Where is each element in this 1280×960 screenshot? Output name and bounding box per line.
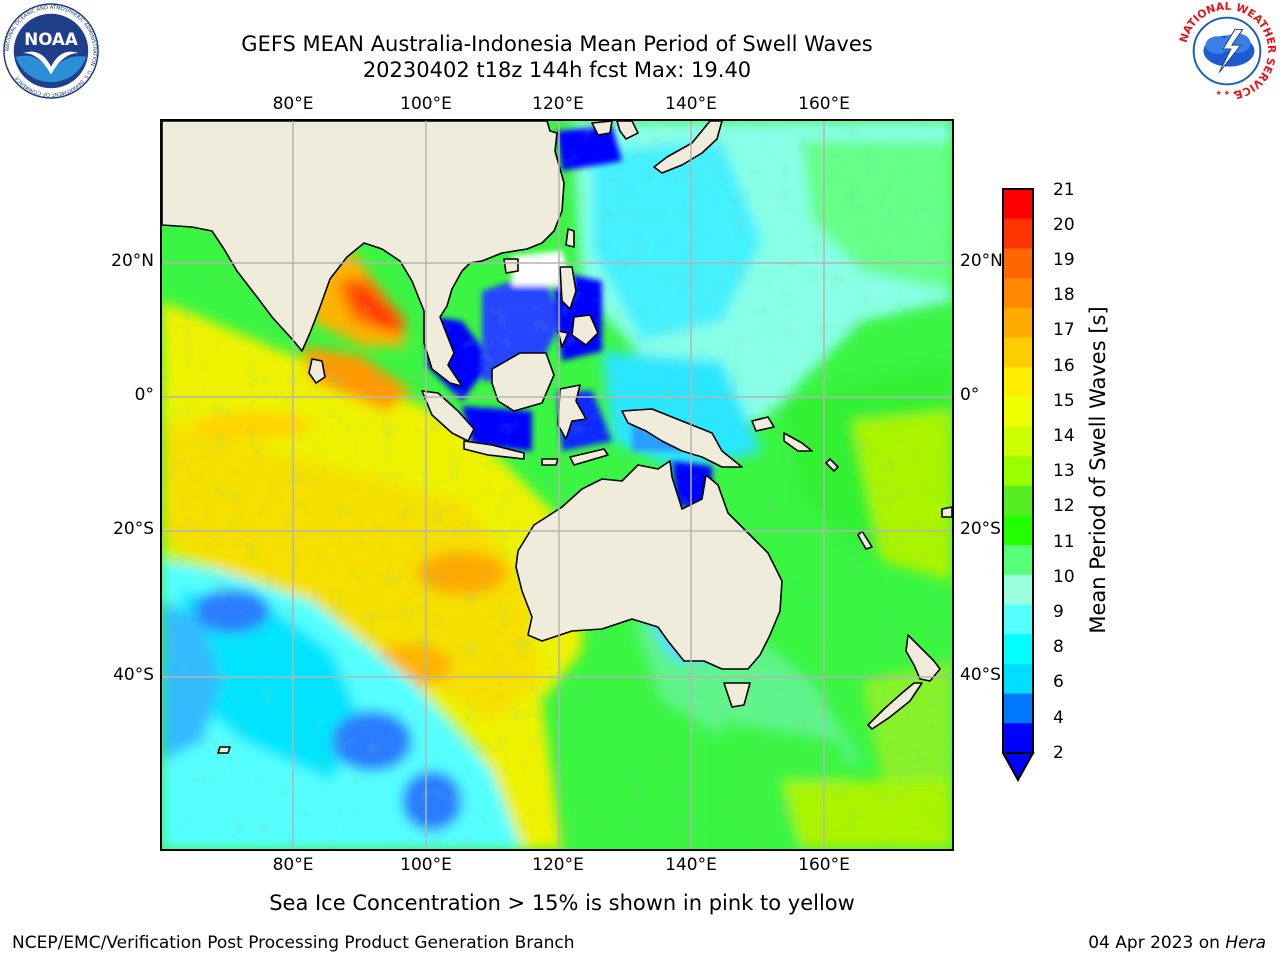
- colorbar-segment: [1003, 456, 1033, 487]
- colorbar-tick: 11: [1053, 532, 1075, 552]
- colorbar-segment: [1003, 307, 1033, 338]
- colorbar-tick: 12: [1053, 496, 1075, 516]
- colorbar-segment: [1003, 426, 1033, 457]
- colorbar-tick: 19: [1053, 250, 1075, 270]
- lon-label-top-100e: 100°E: [400, 94, 452, 114]
- date-line: 04 Apr 2023 on Hera: [1088, 932, 1266, 954]
- lat-label-right-20n: 20°N: [960, 251, 1003, 271]
- noaa-logo: NOAA NATIONAL OCEANIC AND ATMOSPHERIC AD…: [3, 3, 99, 99]
- lat-label-right-0: 0°: [960, 385, 980, 405]
- colorbar-segment: [1003, 604, 1033, 635]
- land: [162, 121, 952, 754]
- colorbar-tick: 21: [1053, 180, 1075, 200]
- lat-label-right-20s: 20°S: [960, 519, 1001, 539]
- colorbar-segment: [1003, 693, 1033, 724]
- colorbar-segments: [1003, 189, 1033, 754]
- colorbar-segment: [1003, 663, 1033, 695]
- map-title: GEFS MEAN Australia-Indonesia Mean Perio…: [241, 32, 873, 56]
- colorbar-tick: 9: [1053, 602, 1064, 622]
- lon-label-bottom-120e: 120°E: [532, 855, 584, 875]
- lon-label-bottom-140e: 140°E: [665, 855, 717, 875]
- colorbar-segment: [1003, 337, 1033, 368]
- colorbar-tick: 6: [1053, 672, 1064, 692]
- colorbar-tick: 18: [1053, 285, 1075, 305]
- credit-line: NCEP/EMC/Verification Post Processing Pr…: [12, 933, 575, 953]
- map-canvas: [162, 121, 952, 849]
- lon-label-bottom-80e: 80°E: [272, 855, 314, 875]
- colorbar-segment: [1003, 485, 1033, 517]
- lat-label-left-0: 0°: [134, 385, 154, 405]
- colorbar-segment: [1003, 723, 1033, 754]
- lat-label-left-40s: 40°S: [113, 665, 154, 685]
- lon-label-top-120e: 120°E: [532, 94, 584, 114]
- colorbar-segment: [1003, 218, 1033, 249]
- colorbar-segment: [1003, 248, 1033, 279]
- colorbar-segment: [1003, 278, 1033, 309]
- lat-label-left-20s: 20°S: [113, 519, 154, 539]
- map-subtitle: 20230402 t18z 144h fcst Max: 19.40: [362, 58, 752, 82]
- colorbar-tick: 10: [1053, 567, 1075, 587]
- colorbar-segment: [1003, 515, 1033, 546]
- colorbar-tick: 16: [1053, 356, 1075, 376]
- colorbar-underflow-arrow: [1002, 752, 1035, 783]
- colorbar-segment: [1003, 634, 1033, 665]
- swell-period-map[interactable]: [160, 119, 954, 851]
- sea-ice-note: Sea Ice Concentration > 15% is shown in …: [269, 891, 855, 915]
- colorbar-tick: 15: [1053, 391, 1075, 411]
- colorbar-tick: 2: [1053, 743, 1064, 763]
- colorbar-segment: [1003, 545, 1033, 576]
- lat-label-right-40s: 40°S: [960, 665, 1001, 685]
- svg-text:★ ★ ★: ★ ★ ★: [1216, 89, 1239, 97]
- colorbar-tick: 17: [1053, 320, 1075, 340]
- colorbar-tick: 4: [1053, 708, 1064, 728]
- noaa-logo-text: NOAA: [24, 30, 78, 49]
- lat-label-left-20n: 20°N: [111, 251, 154, 271]
- date-text: 04 Apr 2023 on: [1088, 933, 1220, 953]
- colorbar-tick: 13: [1053, 461, 1075, 481]
- colorbar: [1002, 188, 1035, 783]
- colorbar-segment: [1003, 189, 1033, 220]
- colorbar-segment: [1003, 574, 1033, 606]
- lon-label-top-80e: 80°E: [272, 94, 314, 114]
- colorbar-segment: [1003, 396, 1033, 427]
- colorbar-tick: 8: [1053, 637, 1064, 657]
- lon-label-top-160e: 160°E: [798, 94, 850, 114]
- colorbar-tick: 20: [1053, 215, 1075, 235]
- graticule: [162, 121, 952, 849]
- colorbar-tick: 14: [1053, 426, 1075, 446]
- host-text: Hera: [1225, 933, 1266, 953]
- lon-label-top-140e: 140°E: [665, 94, 717, 114]
- lon-label-bottom-160e: 160°E: [798, 855, 850, 875]
- lon-label-bottom-100e: 100°E: [400, 855, 452, 875]
- colorbar-segment: [1003, 367, 1033, 398]
